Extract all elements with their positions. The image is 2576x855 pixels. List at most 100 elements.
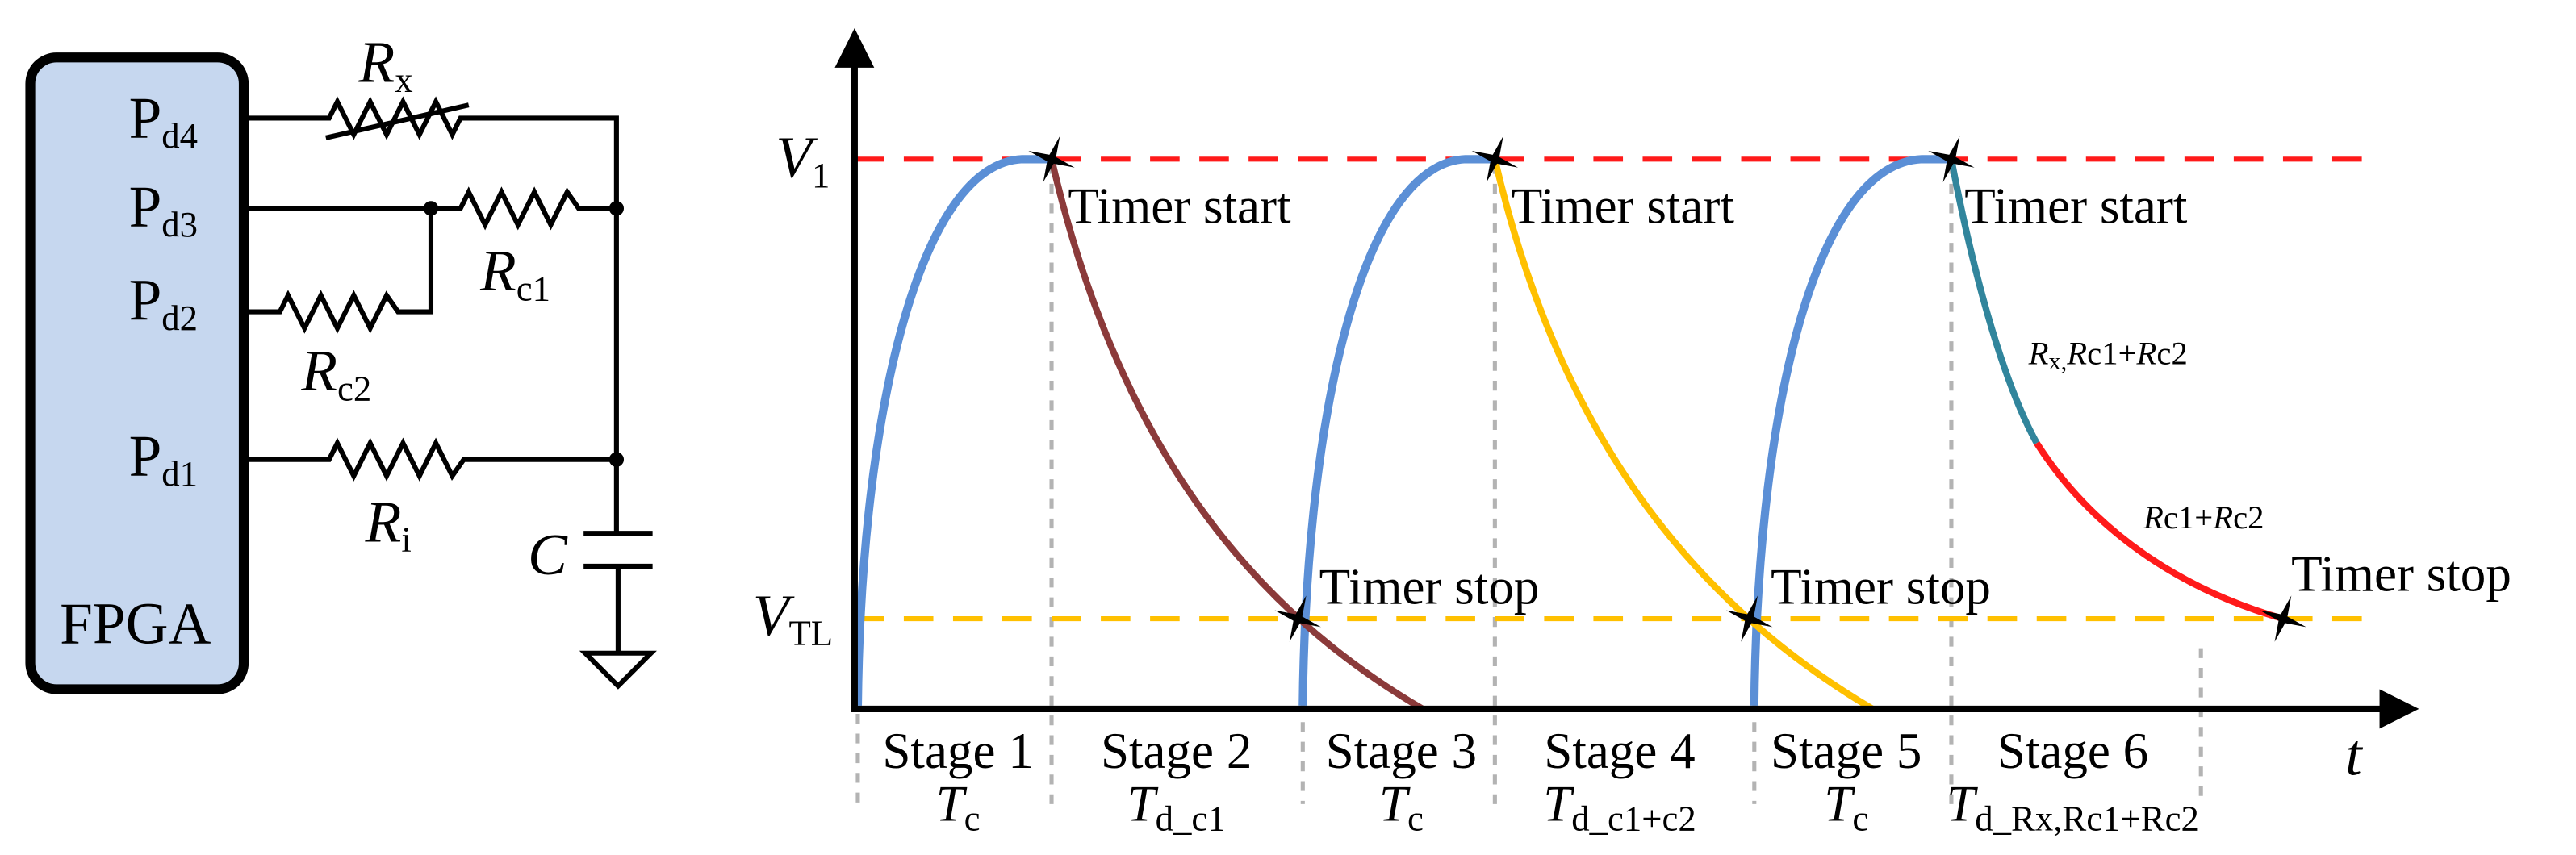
timer-start: Timer start (1068, 178, 1291, 235)
timer-start: Timer start (1512, 178, 1735, 235)
discharge-curve (1048, 158, 1424, 712)
stage-name: Stage 4 (1544, 723, 1695, 779)
junction (423, 201, 439, 216)
level-label: 1 (812, 155, 830, 195)
annotation: R (2028, 336, 2049, 372)
stage-period: Tc (1379, 775, 1424, 838)
pin-label: Pd4 (129, 86, 198, 156)
annotation: R (2143, 499, 2164, 536)
junction (608, 201, 625, 216)
stage-period: Tc (1824, 775, 1868, 838)
variable-arrow (325, 102, 470, 140)
stage-period-main: T (936, 775, 968, 832)
annotation: Rx,Rc1+Rc2 (2028, 336, 2188, 375)
stage-period-sub: c (964, 798, 981, 838)
fpga-block (25, 52, 249, 694)
level-label: V1 (776, 125, 830, 195)
pin-label: Pd3 (129, 174, 198, 244)
charge-curve (1750, 155, 1951, 706)
charge-curve (1298, 155, 1495, 706)
discharge-curve (2034, 441, 2285, 622)
resistor-label: i (401, 519, 411, 560)
annotation: Rc1+Rc2 (2143, 499, 2264, 536)
annotation: c2 (2233, 499, 2264, 536)
charge-curve (853, 155, 1052, 706)
pin-label: P (129, 86, 162, 151)
stage-period-sub: c (1407, 798, 1424, 838)
star-marker (1274, 595, 1321, 642)
resistor-label: Ri (365, 489, 412, 559)
fpga-label: FPGA (60, 591, 211, 657)
resistor-label: R (358, 30, 395, 95)
resistor-label: R (479, 238, 516, 303)
stage-name: Stage 6 (1997, 723, 2148, 779)
star-marker (1471, 136, 1519, 183)
pin-label: d4 (161, 115, 198, 156)
stage-period: Td_Rx,Rc1+Rc2 (1947, 775, 2199, 838)
capacitor-label: C (528, 522, 568, 587)
resistor-label: c2 (337, 368, 371, 408)
resistor-label: Rx (358, 30, 412, 100)
stage-period-main: T (1379, 775, 1411, 832)
timer-stop: Timer stop (1771, 559, 1991, 615)
annotation: x, (2048, 348, 2067, 375)
star-marker (1028, 136, 1075, 183)
pin-label: d2 (161, 298, 198, 338)
pin-label: Pd2 (129, 268, 198, 338)
wire (244, 186, 617, 231)
resistor-label: Rc1 (479, 238, 550, 308)
stage-period-sub: c (1852, 798, 1868, 838)
wire (244, 208, 434, 334)
annotation: c2 (2156, 336, 2187, 372)
pin-label: Pd1 (129, 423, 198, 494)
level-label: VTL (753, 582, 833, 653)
resistor-label: x (395, 60, 412, 100)
stage-period: Tc (936, 775, 981, 838)
annotation: c1+ (2164, 499, 2213, 536)
stage-dividers (855, 164, 2203, 804)
stage-period-sub: d_c1+c2 (1571, 798, 1696, 838)
timer-stop: Timer stop (1319, 559, 1540, 615)
circuit: FPGA Pd4 Pd3 Pd2 Pd1 Rx Rc1 Rc2 Ri C (25, 30, 657, 694)
wire (244, 96, 619, 534)
discharge-curve (1947, 158, 2040, 445)
star-marker (1928, 136, 1975, 183)
level-label: V (753, 582, 795, 648)
stage-name: Stage 1 (882, 723, 1033, 779)
pin-label: d1 (161, 453, 198, 494)
star-marker (2260, 595, 2306, 642)
stage-period: Td_c1 (1127, 775, 1226, 838)
stage-period-main: T (1127, 775, 1159, 832)
stage-period-main: T (1824, 775, 1855, 832)
level-label: TL (788, 613, 833, 653)
star-marker (1726, 595, 1773, 642)
stage-name: Stage 3 (1326, 723, 1477, 779)
discharge-curve (1491, 158, 1875, 712)
stage-name: Stage 2 (1101, 723, 1252, 779)
annotation: R (2136, 336, 2157, 372)
stage-period-sub: d_Rx,Rc1+Rc2 (1975, 798, 2199, 838)
annotation: c1+ (2087, 336, 2136, 372)
stage-name: Stage 5 (1771, 723, 1922, 779)
timing: t V1 VTL Timer start Timer start Timer s… (753, 27, 2511, 838)
pin-label: P (129, 423, 162, 489)
pin-label: P (129, 268, 162, 333)
resistor-label: R (300, 338, 337, 403)
junction (608, 452, 625, 467)
stage-period-sub: d_c1 (1156, 798, 1226, 838)
pin-label: P (129, 174, 162, 240)
resistor-label: R (365, 489, 402, 554)
timer-stop: Timer stop (2291, 545, 2511, 602)
level-label: V (776, 125, 818, 190)
stage-period-main: T (1947, 775, 1978, 832)
pin-label: d3 (161, 204, 198, 244)
timer-start: Timer start (1964, 178, 2188, 235)
ground (579, 650, 657, 690)
x-axis-label: t (2345, 722, 2363, 787)
annotation: R (2066, 336, 2087, 372)
stage-period: Td_c1+c2 (1543, 775, 1696, 838)
wire (244, 437, 617, 482)
